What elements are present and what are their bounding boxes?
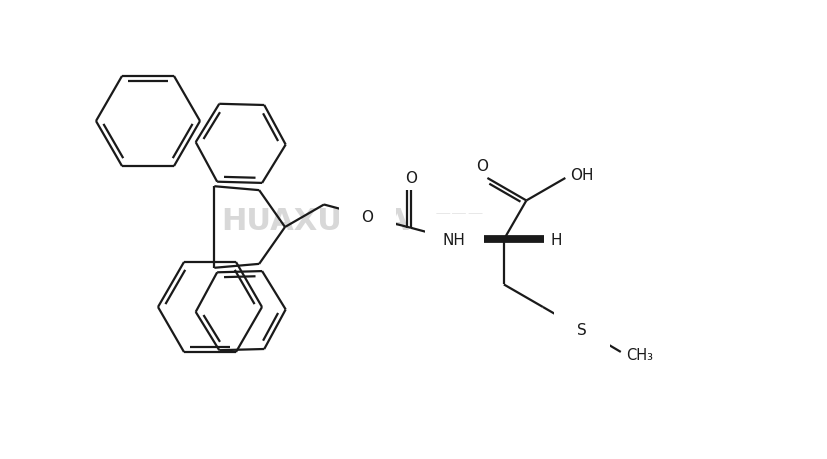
- Text: CH₃: CH₃: [626, 347, 653, 363]
- Text: OH: OH: [571, 168, 594, 183]
- Text: NH: NH: [443, 232, 466, 247]
- Text: O: O: [405, 170, 417, 185]
- Text: H: H: [551, 232, 562, 247]
- Text: HUAXUEJIA: HUAXUEJIA: [221, 207, 409, 236]
- Text: S: S: [577, 322, 586, 337]
- Text: O: O: [476, 159, 489, 174]
- Text: ®: ®: [385, 207, 395, 217]
- Text: 化学加: 化学加: [435, 211, 485, 239]
- Text: O: O: [361, 209, 374, 224]
